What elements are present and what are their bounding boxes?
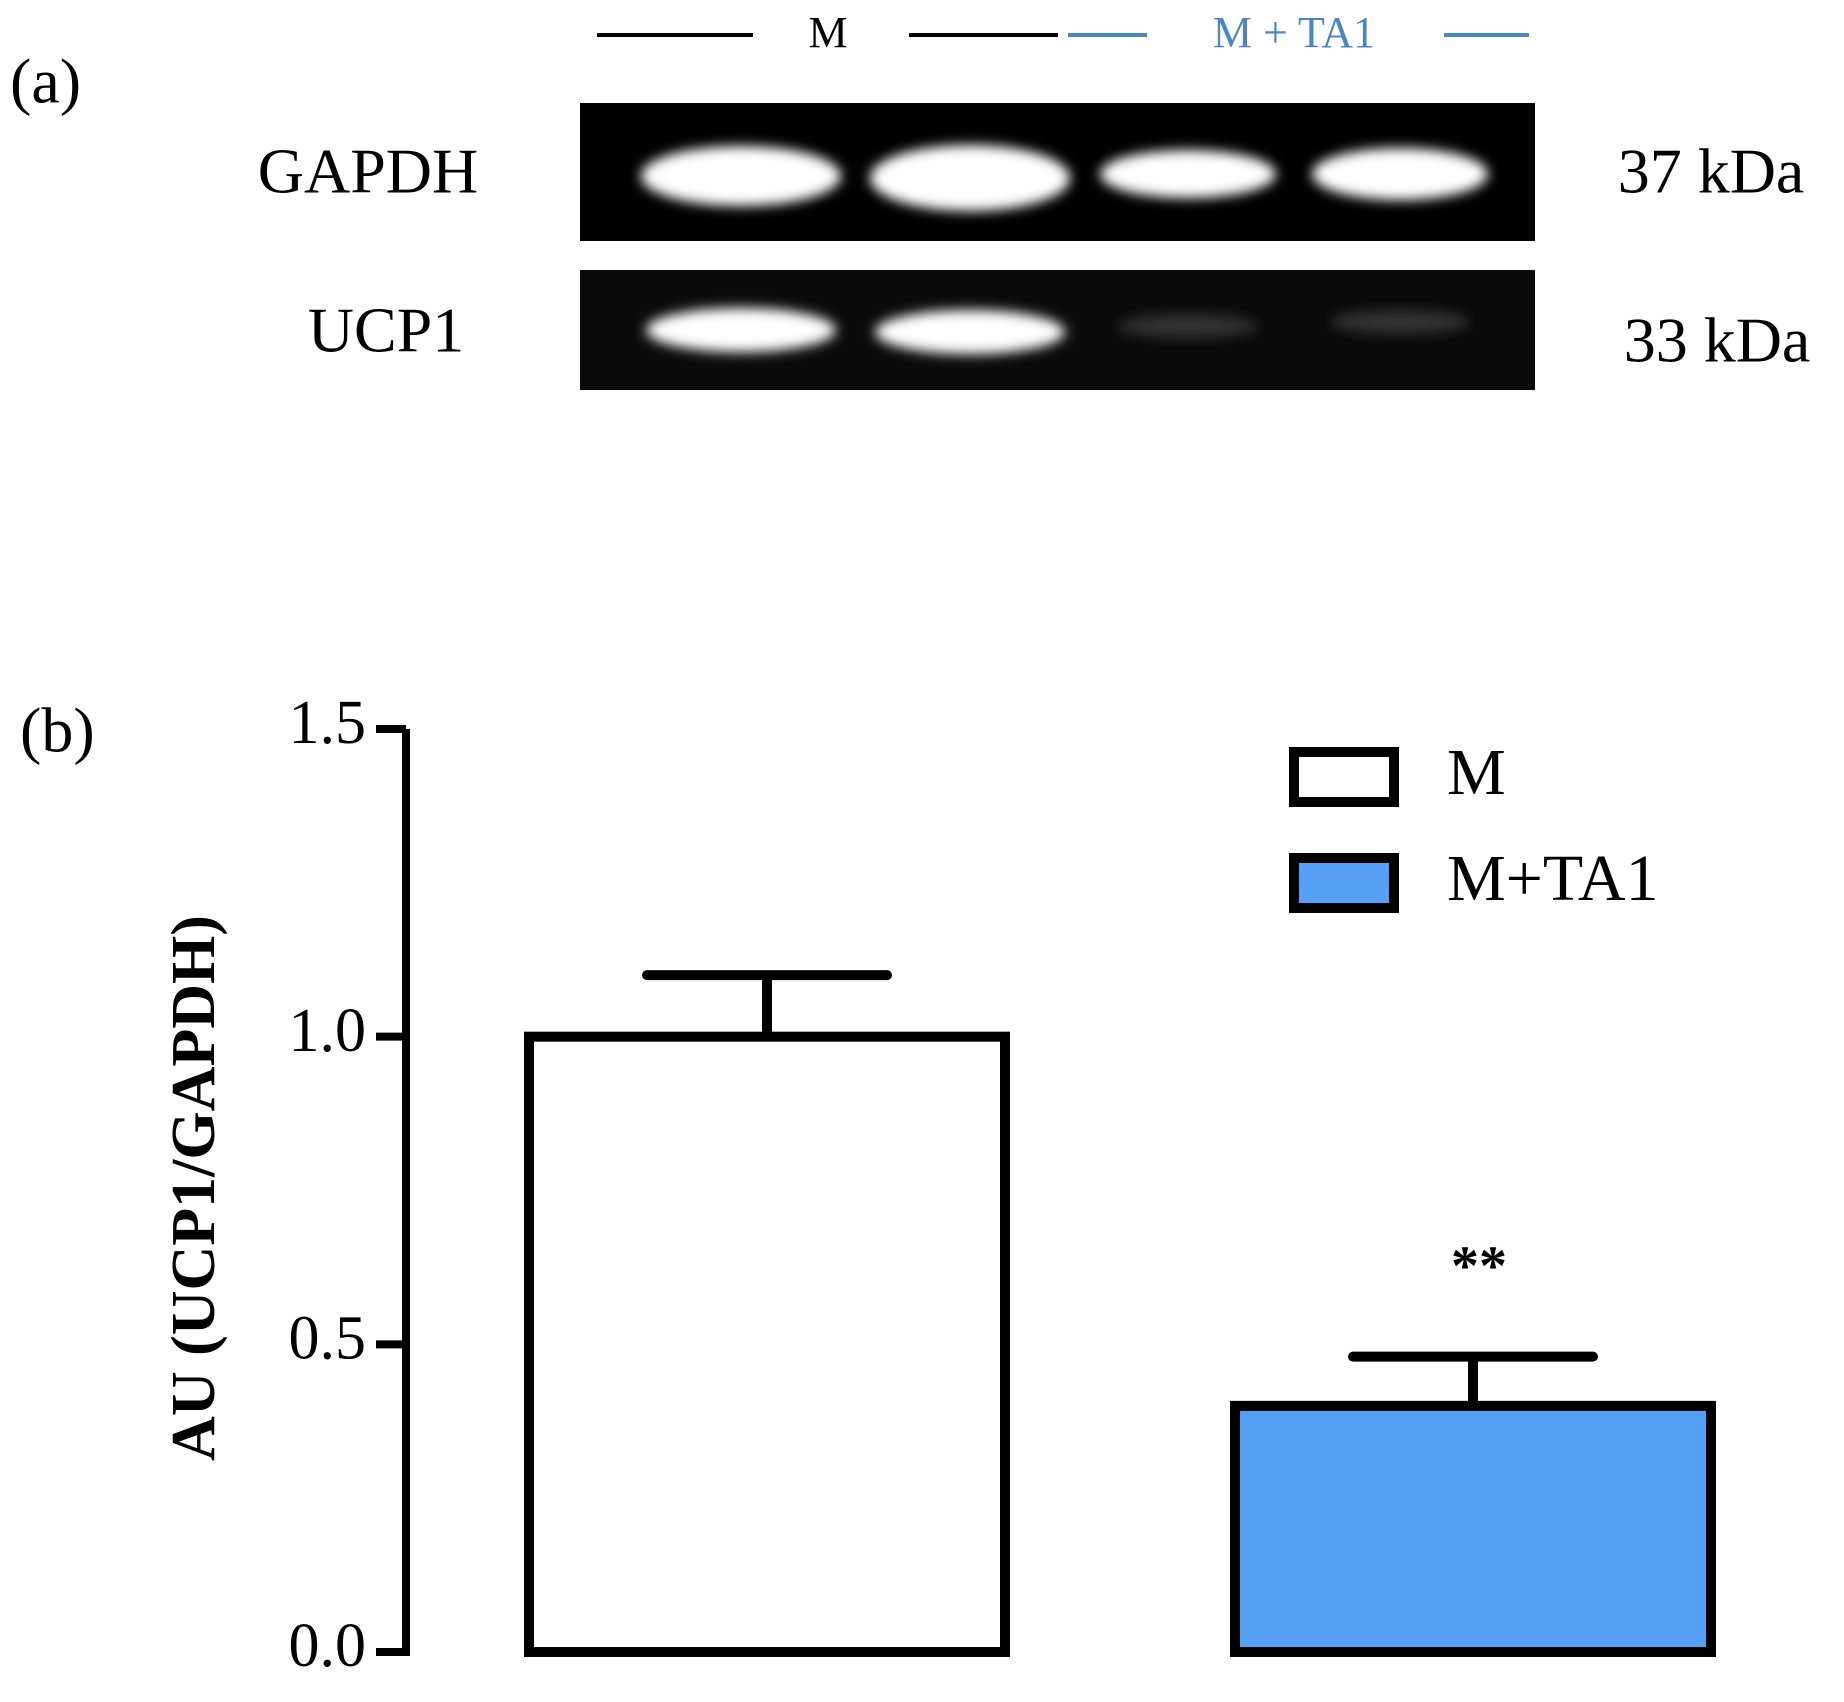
- bar: [1230, 1400, 1716, 1658]
- bands: [641, 145, 1488, 211]
- legend-swatch: [1289, 747, 1399, 807]
- y-tick-label: 1.0: [289, 997, 367, 1065]
- significance: **: [1451, 1235, 1507, 1297]
- size-label: 37 kDa: [1618, 136, 1805, 207]
- size-label: 33 kDa: [1624, 305, 1811, 376]
- legend-swatch: [1289, 853, 1399, 913]
- y-tick-label: 0.0: [289, 1612, 367, 1680]
- bar: [524, 1031, 1010, 1657]
- group-label: M: [808, 8, 847, 57]
- panel-label: (a): [10, 46, 81, 117]
- y-tick-label: 1.5: [289, 689, 367, 757]
- row-label: GAPDH: [258, 136, 478, 207]
- y-axis-label: AU (UCP1/GAPDH): [160, 915, 228, 1461]
- group-label: M + TA1: [1213, 8, 1375, 57]
- legend-label: M: [1447, 736, 1506, 809]
- bands: [646, 308, 1470, 354]
- row-label: UCP1: [308, 295, 465, 366]
- panel-label: (b): [20, 695, 95, 766]
- legend-label: M+TA1: [1447, 842, 1659, 915]
- y-tick-label: 0.5: [289, 1305, 367, 1373]
